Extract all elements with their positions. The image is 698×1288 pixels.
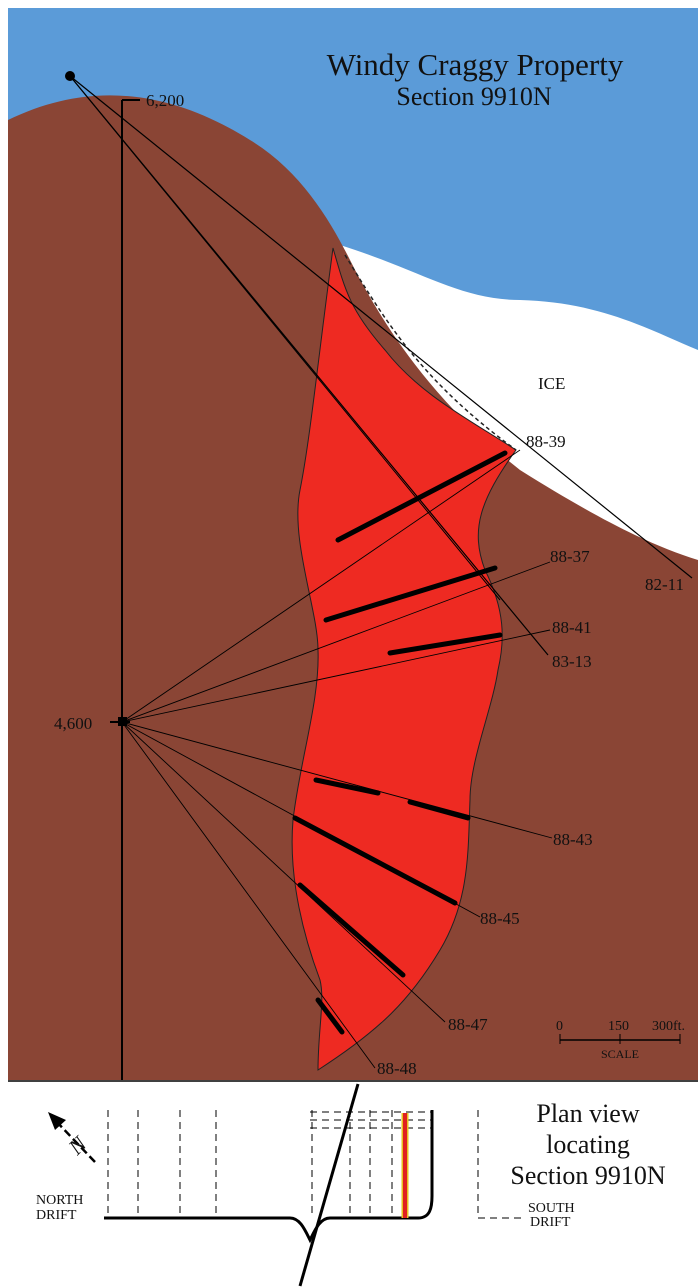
scale-bar: 0 150 300ft. SCALE — [556, 1019, 685, 1061]
drillhole-88-48 — [121, 721, 376, 1069]
intercept-88-48 — [315, 997, 345, 1035]
intercept-88-41 — [387, 632, 503, 656]
scale-label-300: 300ft. — [652, 1019, 685, 1034]
decline-ramp — [298, 1083, 360, 1287]
north-drift-label-1: NORTH — [36, 1193, 83, 1208]
plan-title-line2: locating — [546, 1130, 630, 1159]
scale-title: SCALE — [601, 1047, 639, 1061]
plan-title-line1: Plan view — [536, 1099, 639, 1128]
drillhole-88-39 — [121, 449, 521, 723]
intercept-88-45 — [292, 815, 458, 906]
drillhole-88-41 — [121, 629, 551, 723]
plan-title-line3: Section 9910N — [510, 1161, 665, 1190]
hole-label-83-13: 83-13 — [552, 652, 592, 671]
south-drift-label-2: DRIFT — [530, 1215, 571, 1230]
intercept-88-43-a — [313, 777, 381, 796]
drillhole-88-47 — [121, 721, 446, 1023]
elevation-top-label: 6,200 — [146, 91, 184, 110]
north-arrow-shaft — [54, 1119, 96, 1163]
ore-body — [291, 247, 517, 1071]
plan-grid-lines — [107, 1110, 526, 1219]
hole-label-88-43: 88-43 — [553, 830, 593, 849]
plan-view-panel — [8, 1080, 698, 1288]
intercept-88-43-b — [407, 799, 471, 821]
ore-intersections — [292, 450, 508, 1035]
drillhole-82-11 — [69, 75, 693, 579]
south-drift-label-1: SOUTH — [528, 1201, 575, 1216]
scale-label-150: 150 — [608, 1019, 629, 1034]
north-arrow-head — [48, 1112, 66, 1130]
hole-label-88-45: 88-45 — [480, 909, 520, 928]
title: Windy Craggy Property — [327, 47, 624, 82]
intercept-88-39 — [335, 450, 508, 543]
hole-label-88-48: 88-48 — [377, 1059, 417, 1078]
subtitle: Section 9910N — [396, 82, 551, 111]
intercept-88-37 — [323, 565, 498, 623]
scale-label-0: 0 — [556, 1019, 563, 1034]
hole-label-82-11: 82-11 — [645, 575, 684, 594]
hole-label-88-39: 88-39 — [526, 432, 566, 451]
north-drift-label-2: DRIFT — [36, 1208, 77, 1223]
elevation-mid-label: 4,600 — [54, 714, 92, 733]
hole-label-88-47: 88-47 — [448, 1015, 488, 1034]
drillhole-88-37 — [121, 561, 551, 723]
ice-label: ICE — [538, 374, 565, 393]
hole-label-88-41: 88-41 — [552, 618, 592, 637]
drillhole-88-43 — [121, 721, 553, 839]
hole-label-88-37: 88-37 — [550, 547, 590, 566]
intercept-88-47 — [297, 882, 406, 978]
